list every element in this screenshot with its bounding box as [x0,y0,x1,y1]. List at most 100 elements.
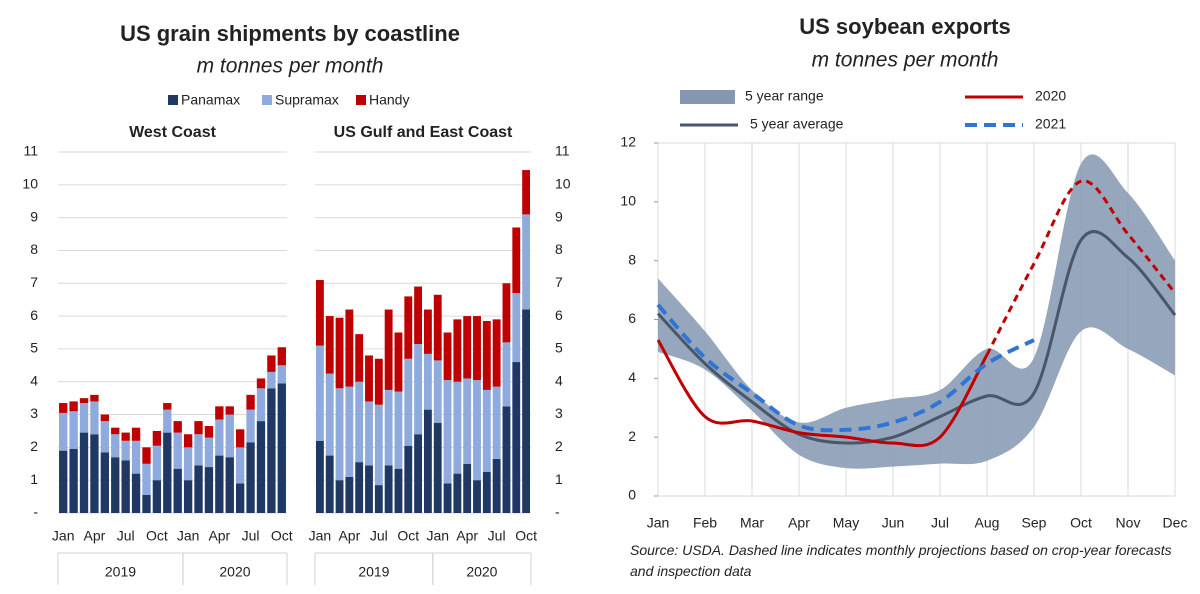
bar-segment [404,296,413,359]
y-tick-label: 2 [30,438,38,454]
y-tick-label: 11 [555,143,570,159]
bar-segment [142,447,151,464]
bar-segment [131,473,141,513]
legend-swatch [168,95,178,105]
x-tick-label: Apr [788,515,810,531]
y-tick-label: 11 [23,143,38,159]
bar-segment [235,483,245,513]
bar-segment [111,427,120,435]
group-label: 2020 [219,564,250,580]
bar-segment [315,279,324,346]
y-tick-label: 5 [30,340,38,356]
y-tick-label: 6 [555,307,563,323]
bar-segment [100,452,110,513]
y-tick-label: 6 [628,310,636,326]
bar-segment [204,426,214,438]
x-tick-label: Jul [242,528,260,544]
bar-segment [121,460,130,513]
series-line [656,303,1035,433]
bar-segment [256,378,266,389]
x-tick-label: Jan [309,528,332,544]
panel-title: West Coast [129,124,217,141]
source-note: Source: USDA. Dashed line indicates mont… [630,542,1172,579]
y-tick-label: 4 [628,369,636,385]
bar-segment [345,309,354,387]
bar-segment [194,465,203,513]
y-tick-label: 5 [555,340,563,356]
bar-segment [90,434,99,513]
bar-segment [315,440,324,513]
bar-segment [131,440,141,474]
bar-segment [204,467,214,513]
bar-segment [152,480,162,513]
bar-segment [111,434,120,458]
bar-segment [522,214,531,310]
bar-segment [463,463,472,513]
legend-swatch [356,95,366,105]
y-tick-label: 3 [30,405,38,421]
group-label: 2019 [358,564,389,580]
y-tick-label: 2 [555,438,563,454]
bar-segment [414,286,423,344]
bar-segment [267,371,276,389]
bar-segment [355,462,364,513]
y-tick-label: 2 [628,428,636,444]
x-tick-label: Jul [117,528,135,544]
bar-segment [423,309,432,354]
bar-segment [365,355,373,402]
bar-segment [235,447,245,484]
bar-segment [335,480,344,513]
x-tick-label: Jan [426,528,449,544]
x-tick-label: May [833,515,859,531]
bar-segment [225,414,234,458]
bar-segment [90,394,99,402]
bar-segment [345,476,354,513]
chart-title: US grain shipments by coastline [120,21,460,46]
bar-segment [215,455,224,513]
series-line [656,339,989,448]
bar-segment [246,394,255,410]
legend-label: Panamax [181,92,240,108]
x-tick-label: Jan [177,528,200,544]
bar-segment [215,406,224,420]
bar-segment [502,283,511,343]
x-tick-label: Jul [931,515,949,531]
bar-segment [365,465,373,513]
x-tick-label: Jan [647,515,670,531]
bar-segment [183,480,193,513]
legend-swatch [680,90,735,104]
bar-segment [374,404,383,486]
x-tick-label: Sep [1022,515,1047,531]
bar-segment [59,412,68,451]
bar-segment [183,447,193,481]
bar-segment [173,421,182,433]
bar-segment [512,293,521,363]
y-tick-label: 10 [22,176,38,192]
legend-label: 2021 [1035,116,1066,132]
x-tick-label: Dec [1163,515,1188,531]
x-tick-label: Jan [52,528,75,544]
bar-segment [235,429,245,448]
bar-segment [384,389,393,466]
bar-segment [215,419,224,456]
bar-segment [121,432,130,441]
y-tick-label: 7 [555,274,563,290]
x-tick-label: Apr [84,528,106,544]
bar-segment [173,468,182,513]
bar-segment [414,343,423,435]
series-line [985,179,1177,356]
bar-segment [482,471,491,513]
x-tick-label: Aug [975,515,1000,531]
bar-segment [121,440,130,461]
bar-segment [246,409,255,443]
bar-segment [325,455,334,513]
y-tick-label: 9 [30,208,38,224]
bar-segment [453,473,462,513]
bar-segment [163,403,172,410]
bar-segment [163,409,172,433]
bar-segment [204,437,214,468]
bar-segment [79,398,89,404]
bar-segment [246,442,255,513]
legend-label: 5 year average [750,116,844,132]
bar-segment [194,434,203,466]
